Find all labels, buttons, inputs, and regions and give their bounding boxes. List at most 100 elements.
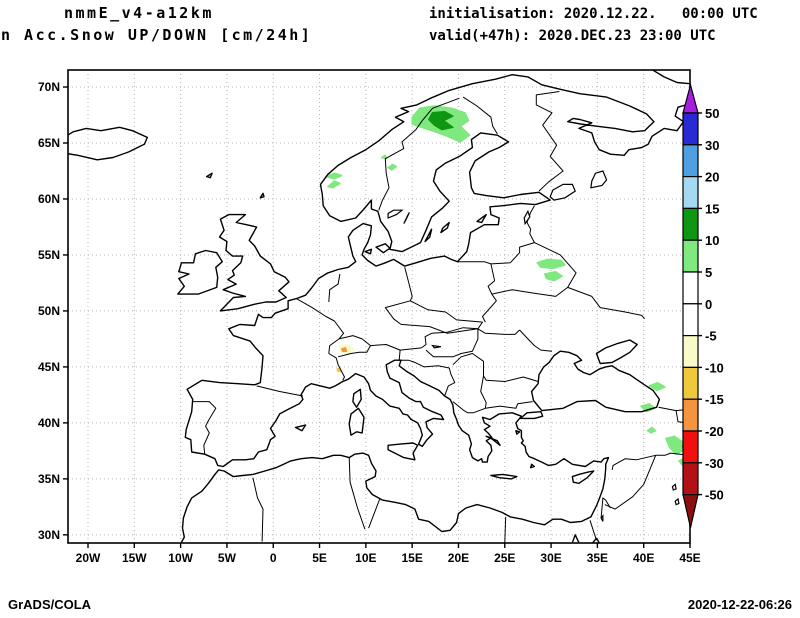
lon-tick-label: 5W xyxy=(218,551,237,565)
country-border xyxy=(192,401,217,455)
coastline xyxy=(424,228,433,243)
colorbar-label: -20 xyxy=(705,424,724,439)
country-border xyxy=(368,498,381,529)
country-border xyxy=(398,350,409,361)
country-border xyxy=(328,353,345,381)
country-border xyxy=(482,263,497,323)
country-border xyxy=(600,497,611,519)
colorbar-segment xyxy=(682,239,699,273)
lake xyxy=(403,212,410,224)
colorbar-segment xyxy=(682,430,699,464)
coastline xyxy=(68,126,148,161)
coastline xyxy=(440,221,450,234)
lon-tick-label: 35E xyxy=(587,551,608,565)
coastline xyxy=(515,430,521,435)
colorbar-label: 0 xyxy=(705,297,712,312)
initialisation-time: initialisation: 2020.12.22. 00:00 UTC xyxy=(429,6,758,22)
coastline xyxy=(571,470,595,484)
map-layers xyxy=(68,70,690,543)
colorbar-label: 10 xyxy=(705,233,719,248)
colorbar-top-triangle xyxy=(682,82,699,114)
colorbar-label: 30 xyxy=(705,138,719,153)
lon-tick-label: 45E xyxy=(679,551,700,565)
snow-patch xyxy=(646,426,657,434)
country-border xyxy=(477,328,520,335)
lake xyxy=(387,209,404,219)
colorbar-segment xyxy=(682,144,699,178)
lat-tick-label: 35N xyxy=(38,472,60,486)
coastline xyxy=(571,534,580,543)
lon-tick-label: 10E xyxy=(355,551,376,565)
country-border xyxy=(604,455,657,510)
lon-tick-label: 15E xyxy=(401,551,422,565)
snow-patch xyxy=(341,347,348,352)
country-border xyxy=(410,300,483,330)
country-border xyxy=(337,345,371,358)
country-border xyxy=(504,516,507,543)
colorbar-segment xyxy=(682,271,699,305)
colorbar-label: -5 xyxy=(705,329,717,344)
lake xyxy=(523,209,531,226)
lat-tick-label: 30N xyxy=(38,528,60,542)
colorbar-segment xyxy=(682,112,699,146)
coastline xyxy=(485,435,501,446)
coastline xyxy=(519,411,544,420)
lat-tick-label: 60N xyxy=(38,192,60,206)
lat-tick-label: 40N xyxy=(38,416,60,430)
lon-tick-label: 25E xyxy=(494,551,515,565)
lake xyxy=(431,344,442,349)
country-border xyxy=(462,96,498,135)
colorbar-segment xyxy=(682,207,699,241)
coastline xyxy=(490,473,518,480)
colorbar-label: 15 xyxy=(705,201,719,216)
country-border xyxy=(408,359,456,397)
lon-tick-label: 0 xyxy=(270,551,277,565)
snow-patch xyxy=(648,381,666,392)
lat-tick-label: 70N xyxy=(38,80,60,94)
snow-patch xyxy=(325,172,343,180)
country-border xyxy=(491,287,568,297)
colorbar-label: -30 xyxy=(705,456,724,471)
coastline xyxy=(476,213,487,224)
coastline xyxy=(592,537,600,543)
lon-tick-label: 5E xyxy=(312,551,327,565)
model-title: nmmE_v4-a12km xyxy=(64,4,214,22)
lon-tick-label: 40E xyxy=(633,551,654,565)
country-border xyxy=(296,298,345,340)
coastline xyxy=(352,388,362,408)
country-border xyxy=(400,323,478,334)
lake xyxy=(674,497,680,506)
coastline xyxy=(652,70,690,85)
coastline xyxy=(530,350,661,413)
country-border xyxy=(611,452,689,470)
coastline xyxy=(375,243,391,254)
snow-patch xyxy=(665,435,686,455)
lon-tick-label: 20E xyxy=(448,551,469,565)
country-border xyxy=(534,242,645,320)
snow-patch xyxy=(387,163,398,171)
colorbar-segment xyxy=(682,176,699,210)
country-border xyxy=(535,91,564,192)
snow-patch xyxy=(380,154,387,160)
country-border xyxy=(589,520,597,541)
valid-time: valid(+47h): 2020.DEC.23 23:00 UTC xyxy=(429,28,716,44)
lon-tick-label: 20W xyxy=(76,551,101,565)
lake xyxy=(600,514,604,522)
colorbar-label: -10 xyxy=(705,360,724,375)
colorbar-bottom-triangle xyxy=(682,494,699,528)
country-border xyxy=(378,97,460,211)
lat-tick-label: 50N xyxy=(38,304,60,318)
creation-timestamp: 2020-12-22-06:26 xyxy=(687,597,792,612)
colorbar-segment xyxy=(682,366,699,400)
lon-tick-label: 15W xyxy=(122,551,147,565)
snow-patch xyxy=(536,258,566,270)
country-border xyxy=(519,329,553,352)
country-border xyxy=(348,457,366,530)
country-border xyxy=(256,385,303,397)
country-border xyxy=(328,338,340,354)
colorbar-segment xyxy=(682,462,699,496)
snow-patch xyxy=(327,180,341,189)
coastline xyxy=(595,339,638,365)
country-border xyxy=(384,267,413,325)
